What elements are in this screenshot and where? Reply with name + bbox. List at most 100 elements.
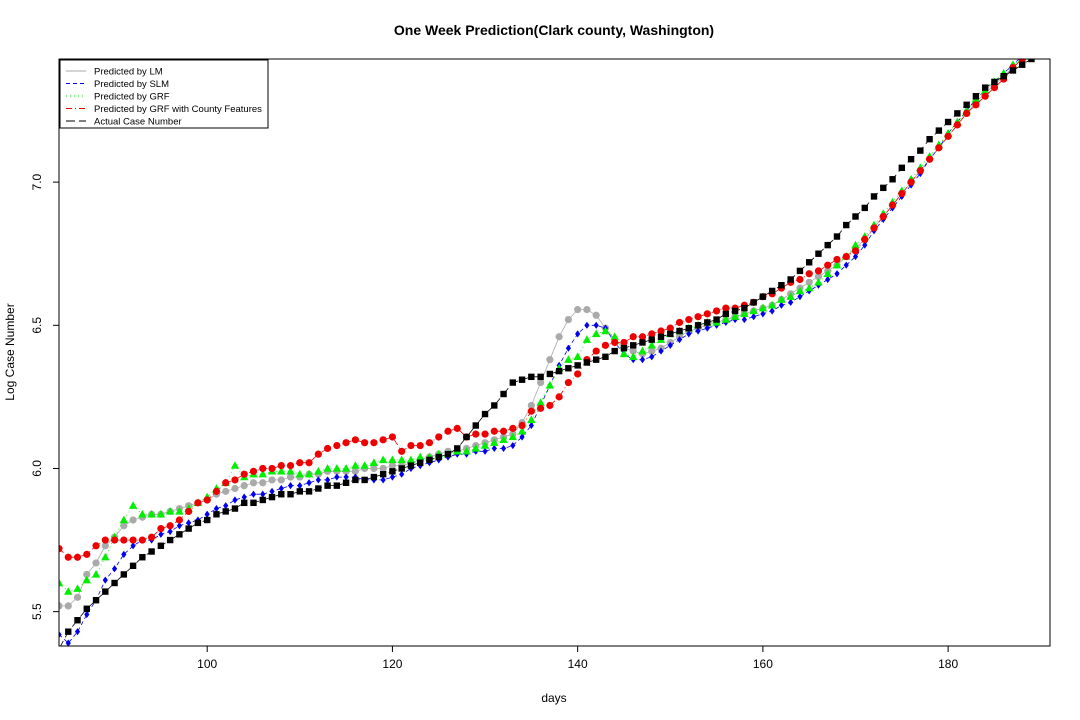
data-point <box>620 338 628 347</box>
data-point <box>629 352 638 360</box>
data-point <box>667 330 674 338</box>
data-point <box>1009 67 1017 74</box>
data-point <box>619 349 629 358</box>
data-point <box>296 488 304 495</box>
data-point <box>814 277 823 286</box>
data-point <box>250 499 257 507</box>
data-point <box>935 127 943 134</box>
data-point <box>397 455 406 464</box>
data-point <box>92 542 100 550</box>
data-point <box>509 424 517 432</box>
data-point <box>527 415 536 423</box>
data-point <box>463 433 470 441</box>
data-point <box>204 510 210 518</box>
data-point <box>102 588 109 595</box>
data-point <box>147 509 156 518</box>
data-point <box>759 293 767 300</box>
data-point <box>139 554 146 561</box>
data-point <box>352 476 359 484</box>
legend-label: Actual Case Number <box>94 117 182 128</box>
data-point <box>786 292 795 300</box>
data-point <box>175 507 184 515</box>
data-point <box>101 542 109 550</box>
data-point <box>380 476 386 484</box>
data-point <box>536 398 545 406</box>
data-point <box>426 456 433 464</box>
data-point <box>888 201 897 209</box>
data-point <box>388 462 397 470</box>
legend-label: Predicted by GRF with County Features <box>94 104 262 115</box>
data-point <box>926 135 933 143</box>
data-point <box>602 353 609 360</box>
x-axis-label: days <box>541 691 566 705</box>
data-point <box>601 326 610 335</box>
data-point <box>555 367 563 375</box>
data-point <box>510 441 516 450</box>
y-tick-label: 6.5 <box>30 317 44 334</box>
data-point <box>833 255 841 264</box>
data-point <box>574 305 582 314</box>
data-point <box>83 570 91 579</box>
data-point <box>703 310 711 318</box>
data-point <box>768 287 776 295</box>
data-point <box>333 441 341 450</box>
data-point <box>148 548 155 555</box>
data-point <box>490 427 498 435</box>
data-point <box>73 584 82 592</box>
x-tick-label: 180 <box>938 657 958 671</box>
data-point <box>82 575 91 584</box>
data-point <box>944 118 952 126</box>
data-point <box>119 515 129 524</box>
data-point <box>176 522 183 530</box>
data-point <box>545 381 555 389</box>
data-point <box>360 461 369 469</box>
legend-box <box>59 59 269 129</box>
data-point <box>796 275 804 284</box>
data-point <box>797 293 803 301</box>
data-point <box>185 507 193 516</box>
data-point <box>323 444 332 453</box>
legend-item: Predicted by LM <box>66 67 163 78</box>
data-point <box>166 522 174 530</box>
data-point <box>128 501 138 509</box>
data-point <box>963 109 971 118</box>
data-point <box>379 464 387 473</box>
data-point <box>1047 44 1053 50</box>
data-point <box>852 213 859 220</box>
data-point <box>287 491 294 498</box>
data-point <box>158 530 164 538</box>
x-tick-label: 100 <box>197 657 217 671</box>
data-point <box>250 490 257 498</box>
data-point <box>342 479 350 486</box>
data-point <box>546 401 554 410</box>
data-point <box>657 333 665 340</box>
data-point <box>176 531 183 538</box>
data-point <box>555 333 563 341</box>
data-point <box>564 315 572 324</box>
data-point <box>750 299 757 306</box>
legend-label: Predicted by SLM <box>94 79 169 90</box>
data-point <box>129 536 137 544</box>
data-point <box>269 487 275 495</box>
data-point <box>138 509 147 518</box>
data-point <box>1047 35 1052 42</box>
data-point <box>740 309 749 318</box>
data-point <box>471 444 480 452</box>
data-point <box>416 441 424 450</box>
data-point <box>296 459 304 467</box>
data-point <box>751 313 757 321</box>
data-point <box>351 467 359 475</box>
data-point <box>203 496 211 504</box>
data-point <box>500 390 507 398</box>
data-point <box>416 452 425 461</box>
legend-item: Predicted by GRF <box>66 92 170 103</box>
data-point <box>592 356 600 363</box>
data-point <box>156 509 166 518</box>
data-point <box>130 542 136 550</box>
data-point <box>517 426 527 435</box>
data-point <box>222 508 229 515</box>
data-point <box>509 379 517 386</box>
data-point <box>916 167 924 175</box>
data-point <box>574 370 582 378</box>
